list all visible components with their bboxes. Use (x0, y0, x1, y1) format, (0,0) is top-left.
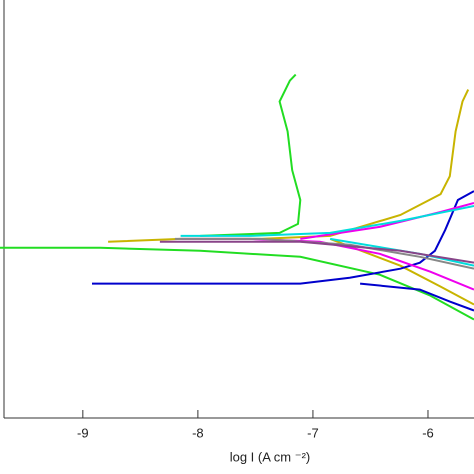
data-line (200, 73, 302, 237)
data-line (180, 205, 474, 237)
x-tick-label: -7 (307, 425, 319, 440)
x-tick-label: -8 (192, 425, 204, 440)
data-line (329, 237, 474, 306)
x-tick-label: -6 (422, 425, 434, 440)
data-line (360, 282, 474, 312)
data-line (92, 190, 474, 285)
x-tick-label: -9 (77, 425, 89, 440)
data-line (159, 240, 474, 264)
data-line (0, 246, 474, 321)
data-line (174, 237, 474, 270)
x-axis-label: log I (A cm ⁻²) (230, 449, 311, 464)
